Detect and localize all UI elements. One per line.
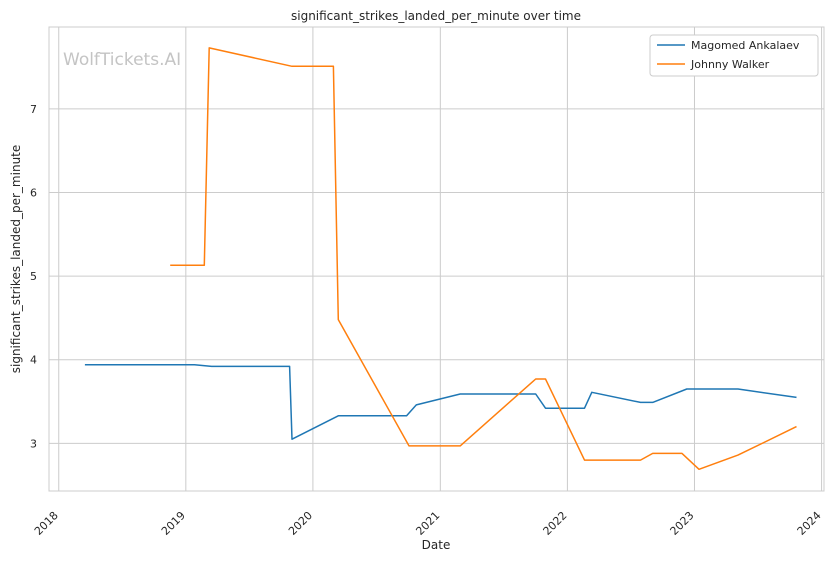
x-tick-label: 2022 xyxy=(541,509,570,538)
legend-label-walker: Johnny Walker xyxy=(690,58,770,71)
watermark: WolfTickets.AI xyxy=(63,50,181,70)
series-line-1 xyxy=(170,47,797,471)
y-axis-label: significant_strikes_landed_per_minute xyxy=(9,145,23,374)
legend: Magomed Ankalaev Johnny Walker xyxy=(649,34,819,77)
grid-layer xyxy=(49,27,824,491)
series-line-0 xyxy=(84,364,797,440)
y-tick-label: 4 xyxy=(30,354,37,367)
x-axis-label: Date xyxy=(422,538,451,552)
y-tick-label: 5 xyxy=(30,270,37,283)
x-tick-label: 2021 xyxy=(413,509,442,538)
legend-box xyxy=(649,34,819,77)
chart-title: significant_strikes_landed_per_minute ov… xyxy=(291,9,581,23)
x-tick-label: 2023 xyxy=(668,509,697,538)
y-tick-label: 7 xyxy=(30,103,37,116)
plot-area xyxy=(48,26,825,492)
y-tick-label: 6 xyxy=(30,187,37,200)
x-tick-label: 2020 xyxy=(286,509,315,538)
x-tick-label: 2019 xyxy=(159,509,188,538)
y-tick-label: 3 xyxy=(30,437,37,450)
legend-label-ankalaev: Magomed Ankalaev xyxy=(691,39,800,52)
series-layer xyxy=(84,47,797,471)
x-tick-label: 2018 xyxy=(32,509,61,538)
x-tick-label: 2024 xyxy=(795,509,824,538)
